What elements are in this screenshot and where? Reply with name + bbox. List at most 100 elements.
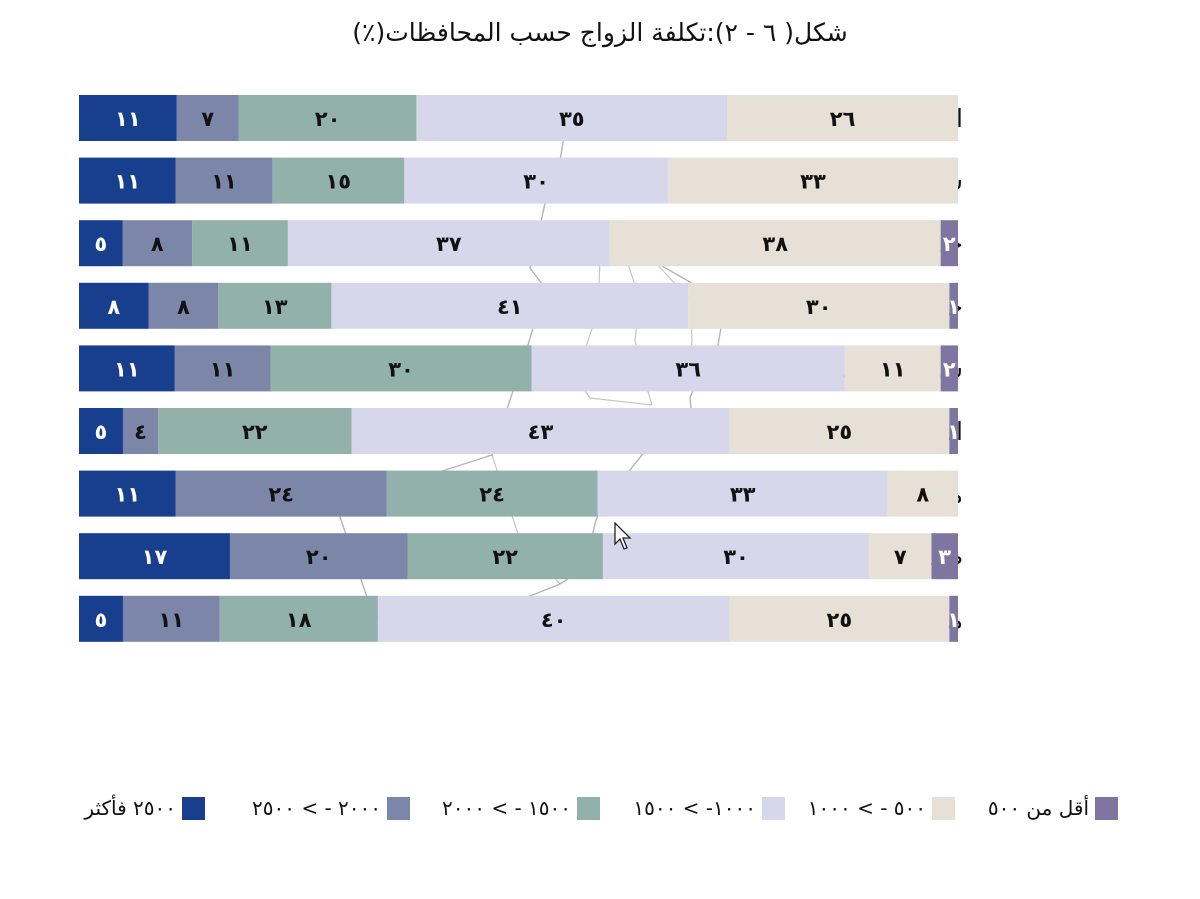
data-label: ٧: [894, 545, 907, 569]
bar-segment: [404, 157, 668, 204]
data-label: ٣٧: [436, 232, 462, 256]
bar-segment: [175, 470, 387, 517]
legend-label: ١٠٠٠- > ١٥٠٠: [633, 796, 756, 820]
data-label: ١: [947, 295, 960, 319]
legend-swatch: [762, 796, 785, 820]
data-label: ٤٣: [528, 420, 554, 444]
chart-title: شكل( ٦ - ٢):تكلفة الزواج حسب المحافظات(٪…: [352, 18, 848, 47]
legend-item: ٢٠٠٠ - > ٢٥٠٠: [252, 790, 410, 826]
bar-segment: [79, 95, 177, 141]
bar-segment: [386, 470, 598, 517]
data-label: ١٣: [262, 295, 288, 319]
bar-segment: [729, 408, 950, 454]
data-label: ٢٠: [306, 545, 332, 569]
data-label: ١١: [880, 357, 906, 381]
bar-row: ظفار٣٧٣٠٢٢٢٠١٧: [79, 533, 963, 580]
bar-segment: [122, 220, 193, 267]
data-label: ٤: [134, 420, 147, 444]
bar-segment: [79, 533, 230, 580]
bar-row: الظاهرة٢٦٣٥٢٠٧١١: [79, 95, 963, 141]
bar-segment: [79, 220, 123, 267]
bar-row: شمال الشرقية٣٣٣٠١٥١١١١: [79, 157, 963, 204]
data-label: ١١: [114, 357, 140, 381]
data-label: ٢: [943, 232, 956, 256]
bar-segment: [351, 408, 730, 454]
data-label: ١١: [115, 170, 141, 194]
data-label: ١٨: [286, 608, 312, 632]
bar-segment: [940, 345, 958, 392]
bar-segment: [79, 408, 123, 454]
data-label: ٢٢: [492, 545, 518, 569]
data-label: ٣: [938, 545, 951, 569]
bar-row: مسندم والبريمي والوسطى٨٣٣٢٤٢٤١١: [79, 470, 963, 517]
data-label: ١١: [158, 608, 184, 632]
bar-segment: [174, 345, 271, 392]
bar-segment: [79, 470, 176, 517]
data-label: ٣٠: [723, 545, 749, 569]
mouse-cursor-icon: [614, 522, 632, 550]
data-label: ٢٠: [315, 107, 341, 131]
chart-legend: أقل من ٥٠٠ ٥٠٠ - > ١٠٠٠ ١٠٠٠- > ١٥٠٠ ١٥٠٠ -…: [0, 790, 1200, 826]
bar-segment: [949, 282, 958, 329]
bar-segment: [238, 95, 417, 141]
bar-segment: [377, 595, 730, 642]
bar-segment: [122, 408, 159, 454]
data-label: ١٧: [142, 545, 168, 569]
data-label: ٢٤: [479, 483, 505, 507]
bar-segment: [729, 595, 950, 642]
data-label: ٥: [95, 608, 108, 632]
bar-segment: [229, 533, 408, 580]
data-label: ٣٥: [559, 107, 585, 131]
data-label: ١: [947, 420, 960, 444]
legend-label: ٢٥٠٠ فأكثر: [84, 796, 176, 820]
legend-item: ٥٠٠ - > ١٠٠٠: [808, 790, 955, 826]
bar-segment: [949, 595, 958, 642]
data-label: ١٥: [325, 170, 351, 194]
bar-segment: [602, 533, 870, 580]
data-label: ٢٤: [268, 483, 294, 507]
bar-segment: [176, 95, 239, 141]
legend-label: ٢٠٠٠ - > ٢٥٠٠: [252, 796, 381, 820]
bar-row: الداخلية١٢٥٤٣٢٢٤٥: [79, 408, 963, 454]
data-label: ٢٦: [830, 107, 856, 131]
bar-segment: [331, 282, 689, 329]
legend-label: ١٥٠٠ - > ٢٠٠٠: [442, 796, 571, 820]
bar-segment: [219, 595, 378, 642]
data-label: ٤٠: [541, 608, 567, 632]
bar-segment: [218, 282, 332, 329]
data-label: ٨: [151, 232, 164, 256]
bar-segment: [192, 220, 288, 267]
bar-row: جنوب الباطنة١٣٠٤١١٣٨٨: [79, 282, 963, 329]
bar-segment: [931, 533, 958, 580]
bar-segment: [940, 220, 958, 267]
bar-segment: [79, 345, 175, 392]
data-label: ٣٣: [800, 170, 826, 194]
bar-segment: [688, 282, 950, 329]
bar-segment: [122, 595, 220, 642]
legend-item: أقل من ٥٠٠: [988, 790, 1118, 826]
bar-segment: [869, 533, 932, 580]
bar-segment: [416, 95, 728, 141]
data-label: ٨: [916, 483, 929, 507]
data-label: ٥: [94, 232, 107, 256]
data-label: ٣٠: [388, 357, 414, 381]
data-label: ٨: [177, 295, 190, 319]
data-label: ٢٢: [242, 420, 268, 444]
bar-row: مسقط١٢٥٤٠١٨١١٥: [79, 595, 963, 642]
bar-segment: [148, 282, 219, 329]
bar-segment: [79, 595, 123, 642]
data-label: ١١: [211, 170, 237, 194]
data-label: ٥: [95, 420, 108, 444]
bar-segment: [287, 220, 610, 267]
legend-label: ٥٠٠ - > ١٠٠٠: [807, 796, 926, 820]
bar-segment: [844, 345, 941, 392]
stacked-bar-chart: الظاهرة٢٦٣٥٢٠٧١١شمال الشرقية٣٣٣٠١٥١١١١جن…: [79, 95, 963, 642]
bar-segment: [270, 345, 532, 392]
bar-segment: [727, 95, 958, 141]
data-label: ٢٥: [827, 420, 853, 444]
legend-swatch: [577, 796, 600, 820]
legend-item: ١٥٠٠ - > ٢٠٠٠: [442, 790, 600, 826]
bar-segment: [597, 470, 888, 517]
data-label: ١١: [115, 483, 141, 507]
bar-segment: [667, 157, 958, 204]
